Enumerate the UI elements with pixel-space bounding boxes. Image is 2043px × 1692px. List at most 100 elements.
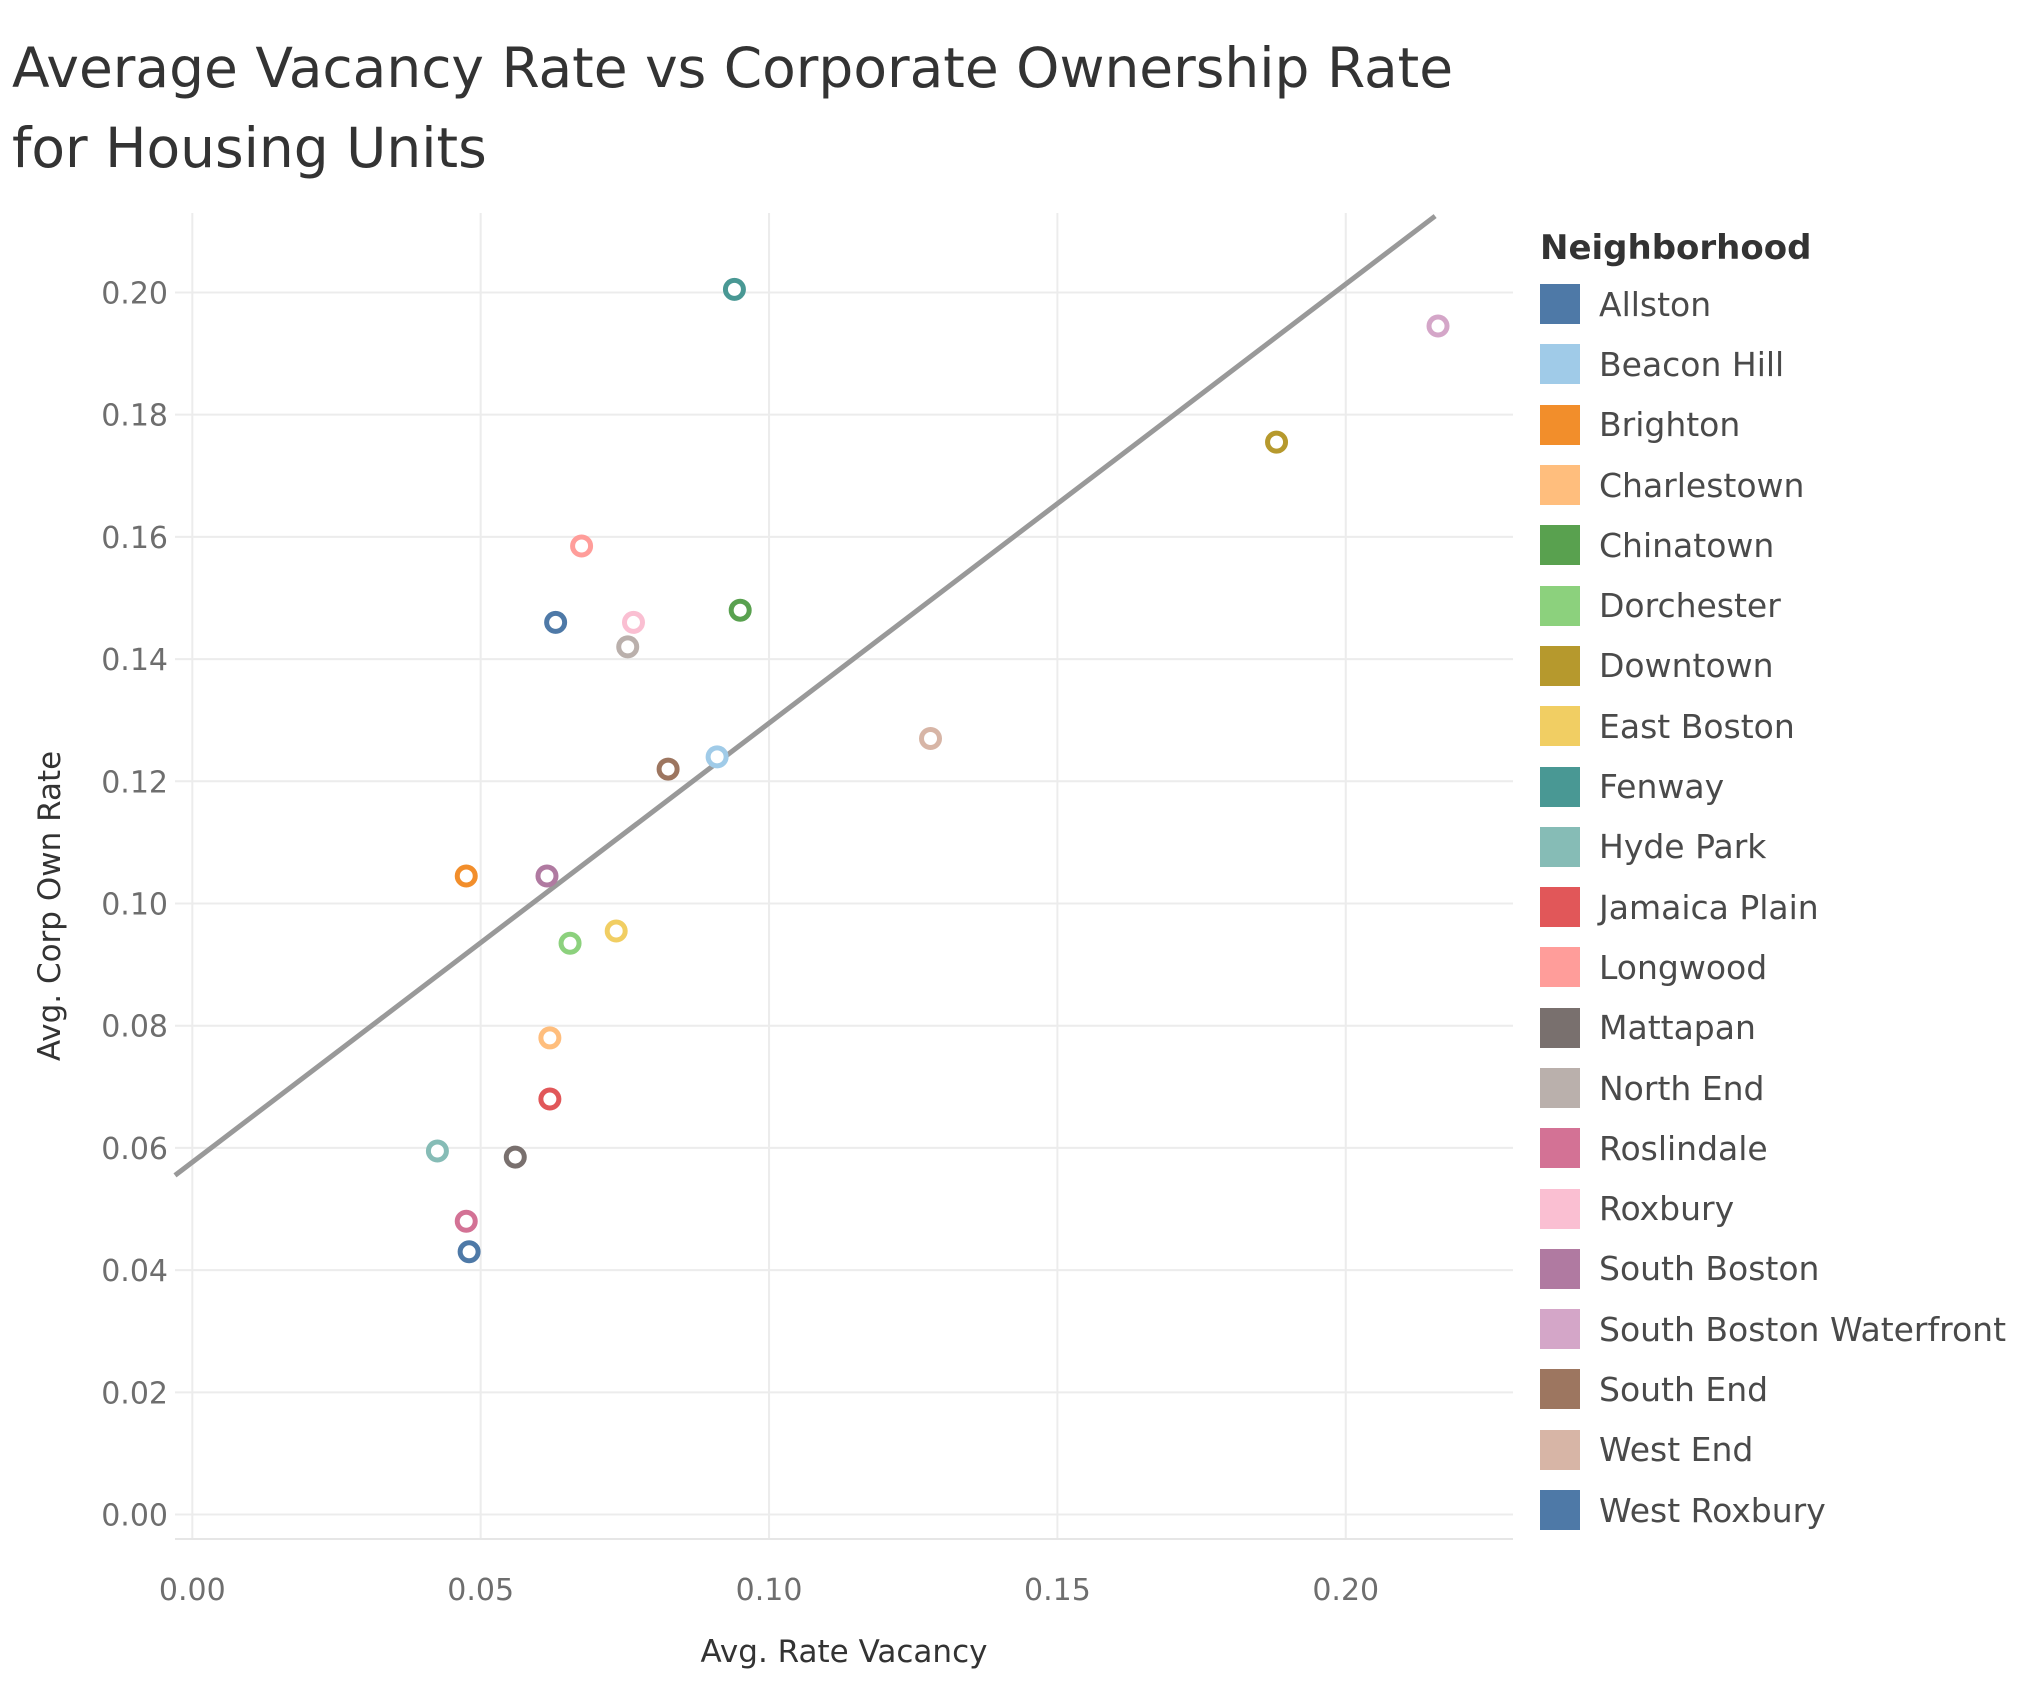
y-tick-label: 0.04 bbox=[101, 1254, 168, 1289]
legend-label: Jamaica Plain bbox=[1599, 887, 1819, 927]
data-point-downtown[interactable] bbox=[1265, 430, 1289, 454]
legend-item-charlestown[interactable]: Charlestown bbox=[1540, 455, 2040, 515]
legend-swatch bbox=[1540, 1007, 1580, 1048]
data-point-allston[interactable] bbox=[544, 610, 568, 634]
data-point-west-end[interactable] bbox=[919, 727, 943, 751]
legend-label: Roslindale bbox=[1599, 1128, 1768, 1168]
legend-swatch bbox=[1540, 1490, 1580, 1531]
legend-swatch bbox=[1540, 1188, 1580, 1229]
data-point-east-boston[interactable] bbox=[604, 919, 628, 943]
data-point-fenway[interactable] bbox=[722, 277, 746, 301]
x-tick-label: 0.05 bbox=[447, 1573, 514, 1608]
legend-item-roxbury[interactable]: Roxbury bbox=[1540, 1178, 2040, 1238]
y-tick-label: 0.16 bbox=[101, 521, 168, 556]
chart-title: Average Vacancy Rate vs Corporate Owners… bbox=[12, 36, 1454, 180]
legend-label: East Boston bbox=[1599, 706, 1795, 746]
legend-item-west-roxbury[interactable]: West Roxbury bbox=[1540, 1480, 2040, 1540]
data-points bbox=[425, 277, 1450, 1264]
legend-items: Allston Beacon Hill Brighton Charlestown Chi… bbox=[1540, 274, 2040, 1540]
data-point-south-boston-waterfront[interactable] bbox=[1426, 314, 1450, 338]
legend-swatch bbox=[1540, 1128, 1580, 1169]
data-point-chinatown[interactable] bbox=[728, 598, 752, 622]
legend-label: South End bbox=[1599, 1369, 1769, 1409]
legend-label: Charlestown bbox=[1599, 465, 1805, 505]
legend-swatch bbox=[1540, 1429, 1580, 1470]
legend-swatch bbox=[1540, 585, 1580, 626]
legend-item-beacon-hill[interactable]: Beacon Hill bbox=[1540, 334, 2040, 394]
y-tick-label: 0.20 bbox=[101, 276, 168, 311]
legend-label: Beacon Hill bbox=[1599, 344, 1785, 384]
data-point-mattapan[interactable] bbox=[503, 1145, 527, 1169]
y-tick-label: 0.08 bbox=[101, 1010, 168, 1045]
legend-item-east-boston[interactable]: East Boston bbox=[1540, 696, 2040, 756]
legend-swatch bbox=[1540, 1068, 1580, 1108]
legend-item-longwood[interactable]: Longwood bbox=[1540, 937, 2040, 997]
legend-swatch bbox=[1540, 344, 1580, 385]
y-tick-label: 0.02 bbox=[101, 1376, 168, 1411]
legend-label: West Roxbury bbox=[1599, 1490, 1826, 1530]
data-point-charlestown[interactable] bbox=[538, 1026, 562, 1050]
legend-swatch bbox=[1540, 465, 1580, 506]
legend-item-roslindale[interactable]: Roslindale bbox=[1540, 1118, 2040, 1178]
legend-label: Allston bbox=[1599, 284, 1712, 324]
y-tick-label: 0.18 bbox=[101, 399, 168, 434]
legend-item-chinatown[interactable]: Chinatown bbox=[1540, 515, 2040, 575]
legend-label: Downtown bbox=[1599, 646, 1774, 686]
trend-line-layer bbox=[173, 214, 1437, 1178]
x-axis-title: Avg. Rate Vacancy bbox=[701, 1634, 988, 1670]
legend-label: South Boston Waterfront bbox=[1599, 1309, 2007, 1349]
legend-item-dorchester[interactable]: Dorchester bbox=[1540, 575, 2040, 635]
grid bbox=[175, 213, 1513, 1539]
data-point-longwood[interactable] bbox=[570, 534, 594, 558]
data-point-dorchester[interactable] bbox=[558, 931, 582, 955]
trend-line bbox=[173, 214, 1437, 1178]
y-axis-title: Avg. Corp Own Rate bbox=[32, 751, 68, 1061]
legend-label: Roxbury bbox=[1599, 1189, 1735, 1229]
legend-swatch bbox=[1540, 525, 1580, 566]
y-tick-label: 0.00 bbox=[101, 1499, 168, 1534]
legend-swatch bbox=[1540, 1309, 1580, 1350]
data-point-roxbury[interactable] bbox=[621, 610, 645, 634]
data-point-south-end[interactable] bbox=[656, 757, 680, 781]
legend-swatch bbox=[1540, 887, 1580, 928]
data-point-brighton[interactable] bbox=[454, 864, 478, 888]
legend-label: Mattapan bbox=[1599, 1008, 1756, 1048]
data-point-jamaica-plain[interactable] bbox=[538, 1087, 562, 1111]
data-point-north-end[interactable] bbox=[616, 635, 640, 659]
x-tick-label: 0.20 bbox=[1312, 1573, 1379, 1608]
data-point-roslindale[interactable] bbox=[454, 1209, 478, 1233]
legend: Neighborhood Allston Beacon Hill Brighton C… bbox=[1540, 222, 2040, 1540]
legend-label: Longwood bbox=[1599, 947, 1768, 987]
legend-item-hyde-park[interactable]: Hyde Park bbox=[1540, 817, 2040, 877]
x-tick-label: 0.10 bbox=[736, 1573, 803, 1608]
data-point-south-boston[interactable] bbox=[535, 864, 559, 888]
legend-label: West End bbox=[1599, 1430, 1754, 1470]
legend-item-south-end[interactable]: South End bbox=[1540, 1359, 2040, 1419]
legend-title: Neighborhood bbox=[1540, 228, 1812, 268]
legend-label: Hyde Park bbox=[1599, 827, 1767, 867]
y-tick-label: 0.12 bbox=[101, 765, 168, 800]
legend-label: South Boston bbox=[1599, 1249, 1820, 1289]
legend-item-allston[interactable]: Allston bbox=[1540, 274, 2040, 334]
legend-label: Dorchester bbox=[1599, 586, 1781, 626]
y-tick-label: 0.14 bbox=[101, 643, 168, 678]
legend-item-jamaica-plain[interactable]: Jamaica Plain bbox=[1540, 877, 2040, 937]
legend-item-south-boston-waterfront[interactable]: South Boston Waterfront bbox=[1540, 1299, 2040, 1359]
legend-swatch bbox=[1540, 404, 1580, 445]
legend-item-downtown[interactable]: Downtown bbox=[1540, 636, 2040, 696]
data-point-beacon-hill[interactable] bbox=[705, 745, 729, 769]
data-point-hyde-park[interactable] bbox=[425, 1139, 449, 1163]
axes: 0.00 0.05 0.10 0.15 0.20 0.00 0.02 0.04 0.06 0.08… bbox=[101, 276, 1513, 1608]
legend-item-brighton[interactable]: Brighton bbox=[1540, 395, 2040, 455]
legend-item-fenway[interactable]: Fenway bbox=[1540, 756, 2040, 816]
legend-swatch bbox=[1540, 284, 1580, 325]
legend-item-north-end[interactable]: North End bbox=[1540, 1058, 2040, 1118]
data-point-west-roxbury[interactable] bbox=[457, 1240, 481, 1264]
legend-item-mattapan[interactable]: Mattapan bbox=[1540, 998, 2040, 1058]
legend-item-south-boston[interactable]: South Boston bbox=[1540, 1239, 2040, 1299]
legend-label: North End bbox=[1599, 1068, 1765, 1108]
legend-item-west-end[interactable]: West End bbox=[1540, 1420, 2040, 1480]
scatter-plot: 0.00 0.05 0.10 0.15 0.20 0.00 0.02 0.04 0.06 0.08… bbox=[32, 213, 1513, 1670]
legend-swatch bbox=[1540, 645, 1580, 686]
